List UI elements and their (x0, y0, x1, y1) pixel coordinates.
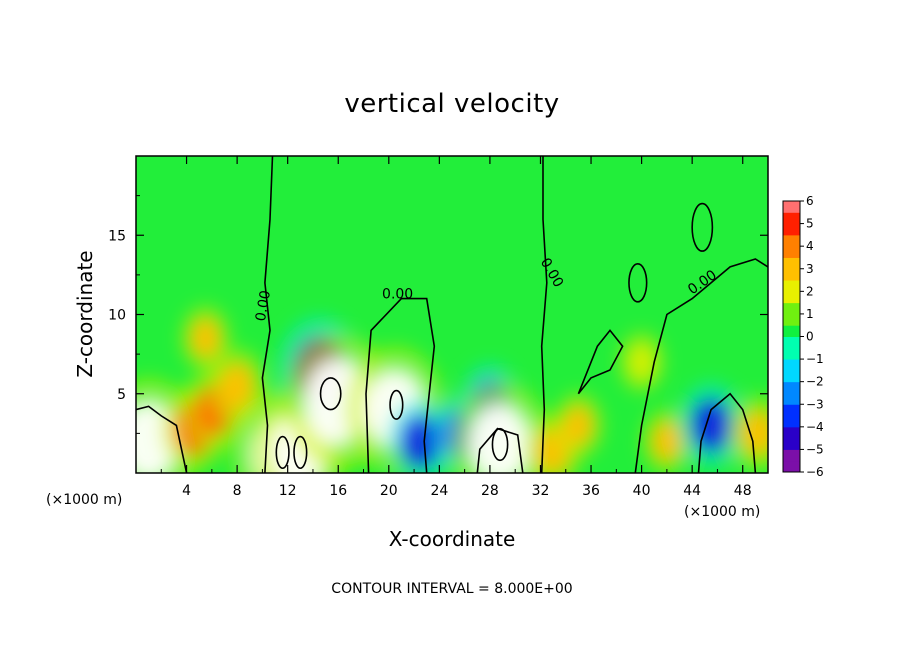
x-tick-label: 8 (233, 483, 242, 499)
x-tick-label: 16 (329, 483, 347, 499)
colorbar-tick-label: −3 (806, 397, 824, 411)
velocity-feature (219, 362, 255, 410)
colorbar-tick-label: 2 (806, 284, 814, 298)
closed-contour (275, 435, 290, 470)
chart-title: vertical velocity (344, 89, 559, 119)
x-tick-label: 40 (633, 483, 651, 499)
colorbar-segment (783, 449, 800, 462)
x-unit-left: (×1000 m) (46, 492, 122, 508)
velocity-feature (627, 343, 656, 381)
colorbar-segment (783, 313, 800, 326)
zero-contour-line (136, 405, 188, 473)
colorbar-tick-label: 0 (806, 330, 814, 344)
x-tick-label: 4 (182, 483, 191, 499)
colorbar-segment (783, 370, 800, 383)
x-tick-label: 24 (430, 483, 448, 499)
colorbar-segment (783, 234, 800, 247)
x-tick-label: 20 (380, 483, 398, 499)
colorbar-segment (783, 280, 800, 292)
velocity-feature (190, 317, 221, 359)
x-tick-label: 48 (734, 483, 752, 499)
colorbar-tick-label: −6 (806, 465, 824, 479)
zero-contour-line (577, 329, 624, 395)
x-tick-label: 12 (279, 483, 297, 499)
colorbar-segment (783, 392, 800, 405)
colorbar-tick-label: 6 (806, 194, 814, 208)
closed-contour (491, 427, 509, 462)
closed-contour (691, 202, 714, 252)
velocity-feature (690, 398, 732, 453)
velocity-feature (651, 420, 683, 462)
contour-label: 0.00 (382, 287, 413, 303)
velocity-feature (469, 404, 531, 473)
zero-contour-line (261, 156, 274, 473)
velocity-feature (563, 405, 594, 446)
colorbar-segment (783, 381, 800, 394)
colorbar-segment (783, 246, 800, 258)
closed-contour (293, 435, 308, 470)
colorbar-segment (783, 325, 800, 337)
colorbar-segment (783, 347, 800, 360)
closed-contour (628, 262, 648, 303)
colorbar-segment (783, 302, 800, 315)
colorbar-segment (783, 426, 800, 439)
x-tick-label: 32 (532, 483, 550, 499)
colorbar-tick-label: 3 (806, 262, 814, 276)
x-tick-label: 44 (683, 483, 701, 499)
colorbar-segment (783, 223, 800, 236)
zero-contour-line (540, 156, 548, 473)
colorbar-segment (783, 336, 800, 349)
contour-label: 0.00 (253, 289, 274, 322)
colorbar-tick-label: −5 (806, 442, 824, 456)
x-tick-label: 28 (481, 483, 499, 499)
colorbar-tick-label: 5 (806, 217, 814, 231)
colorbar-segment (783, 201, 800, 213)
colorbar: 6 5 4 3 2 1 0 −1 −2 −3 −4 −5 −6 (782, 194, 824, 479)
zero-contour-line (697, 392, 757, 473)
colorbar-segment (783, 438, 800, 450)
colorbar-segment (783, 359, 800, 371)
colorbar-segment (783, 460, 800, 473)
closed-contour (389, 389, 404, 420)
contour-interval-note: CONTOUR INTERVAL = 8.000E+00 (331, 581, 572, 597)
colorbar-segment (783, 404, 800, 417)
x-axis-label: X-coordinate (389, 527, 516, 551)
colorbar-tick-label: 1 (806, 307, 814, 321)
colorbar-tick-label: 4 (806, 239, 814, 253)
y-tick-label: 5 (117, 387, 126, 403)
y-axis-label: Z-coordinate (73, 250, 97, 377)
colorbar-tick-label: −2 (806, 375, 824, 389)
x-unit-right: (×1000 m) (684, 504, 760, 520)
colorbar-segment (783, 212, 800, 225)
zero-contour-line (634, 258, 768, 473)
plot-area (136, 156, 768, 473)
colorbar-segment (783, 257, 800, 270)
colorbar-segment (783, 268, 800, 281)
colorbar-segment (783, 415, 800, 428)
y-tick-label: 15 (108, 228, 126, 244)
colorbar-tick-label: −1 (806, 352, 824, 366)
zero-contour-line (365, 297, 436, 473)
colorbar-segment (783, 291, 800, 304)
y-tick-label: 10 (108, 308, 126, 324)
closed-contour (319, 377, 342, 411)
colorbar-tick-label: −4 (806, 420, 824, 434)
x-tick-label: 36 (582, 483, 600, 499)
